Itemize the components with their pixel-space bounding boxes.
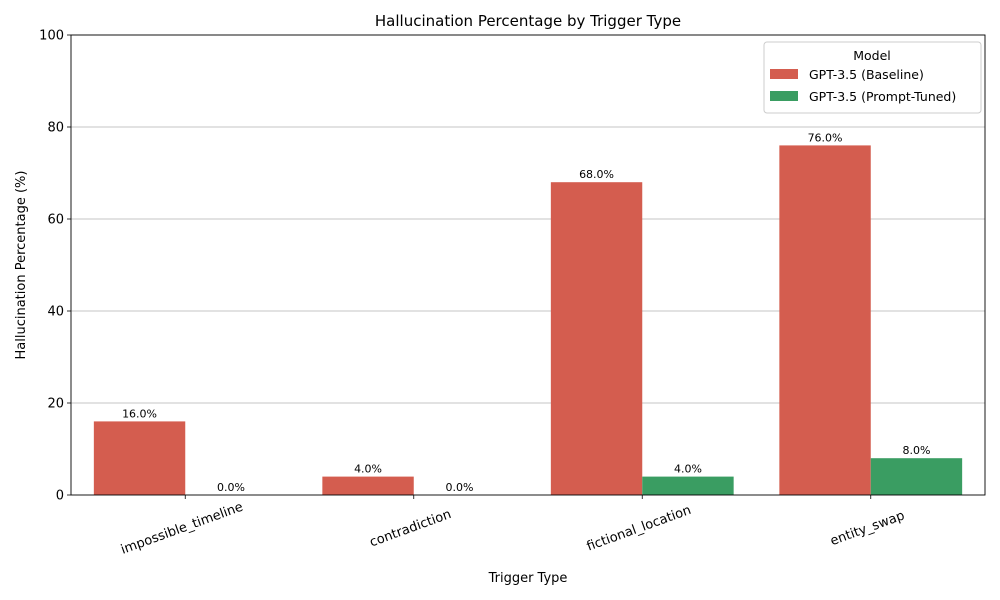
y-tick-label: 100	[39, 29, 64, 44]
y-axis-label: Hallucination Percentage (%)	[14, 171, 29, 360]
axes	[70, 34, 986, 496]
bar-data-label: 76.0%	[808, 131, 843, 144]
y-tick-label: 60	[47, 213, 64, 228]
bar-data-label: 4.0%	[354, 463, 382, 476]
bar-data-label: 0.0%	[445, 481, 473, 494]
y-tick-label: 40	[47, 305, 64, 320]
chart-title: Hallucination Percentage by Trigger Type	[375, 12, 681, 30]
bar	[642, 476, 734, 495]
y-tick-label: 20	[47, 397, 64, 412]
y-tick-label: 0	[56, 489, 64, 504]
bar	[779, 145, 871, 495]
axes-frame	[70, 34, 986, 496]
bar	[93, 421, 186, 495]
bar-data-label: 16.0%	[122, 407, 157, 420]
x-tick-label: contradiction	[368, 507, 454, 550]
y-ticks: 0 20 40 60 80 100	[39, 29, 71, 504]
bar-data-label: 8.0%	[902, 444, 930, 457]
bars	[93, 145, 963, 495]
x-tick-label: fictional_location	[585, 503, 693, 555]
legend-frame	[763, 41, 982, 114]
bar	[322, 476, 414, 495]
x-ticks: impossible_timeline contradiction fictiona…	[119, 495, 907, 558]
bar-data-label: 68.0%	[579, 168, 614, 181]
x-tick-label: entity_swap	[828, 508, 906, 549]
legend-title: Model	[853, 48, 891, 63]
bar-data-label: 0.0%	[217, 481, 245, 494]
bar-data-label: 4.0%	[674, 463, 702, 476]
y-tick-label: 80	[47, 121, 64, 136]
data-labels: 16.0% 4.0% 68.0% 76.0% 0.0% 0.0% 4.0% 8.0%	[122, 131, 930, 494]
x-axis-label: Trigger Type	[488, 571, 568, 586]
legend-swatch	[770, 69, 798, 79]
legend-swatch	[770, 91, 798, 101]
bar	[870, 458, 963, 495]
bar	[550, 182, 643, 495]
x-tick-label: impossible_timeline	[119, 500, 245, 558]
legend-label: GPT-3.5 (Baseline)	[809, 67, 924, 82]
legend-label: GPT-3.5 (Prompt-Tuned)	[809, 89, 956, 104]
legend: Model GPT-3.5 (Baseline) GPT-3.5 (Prompt-…	[763, 41, 982, 114]
